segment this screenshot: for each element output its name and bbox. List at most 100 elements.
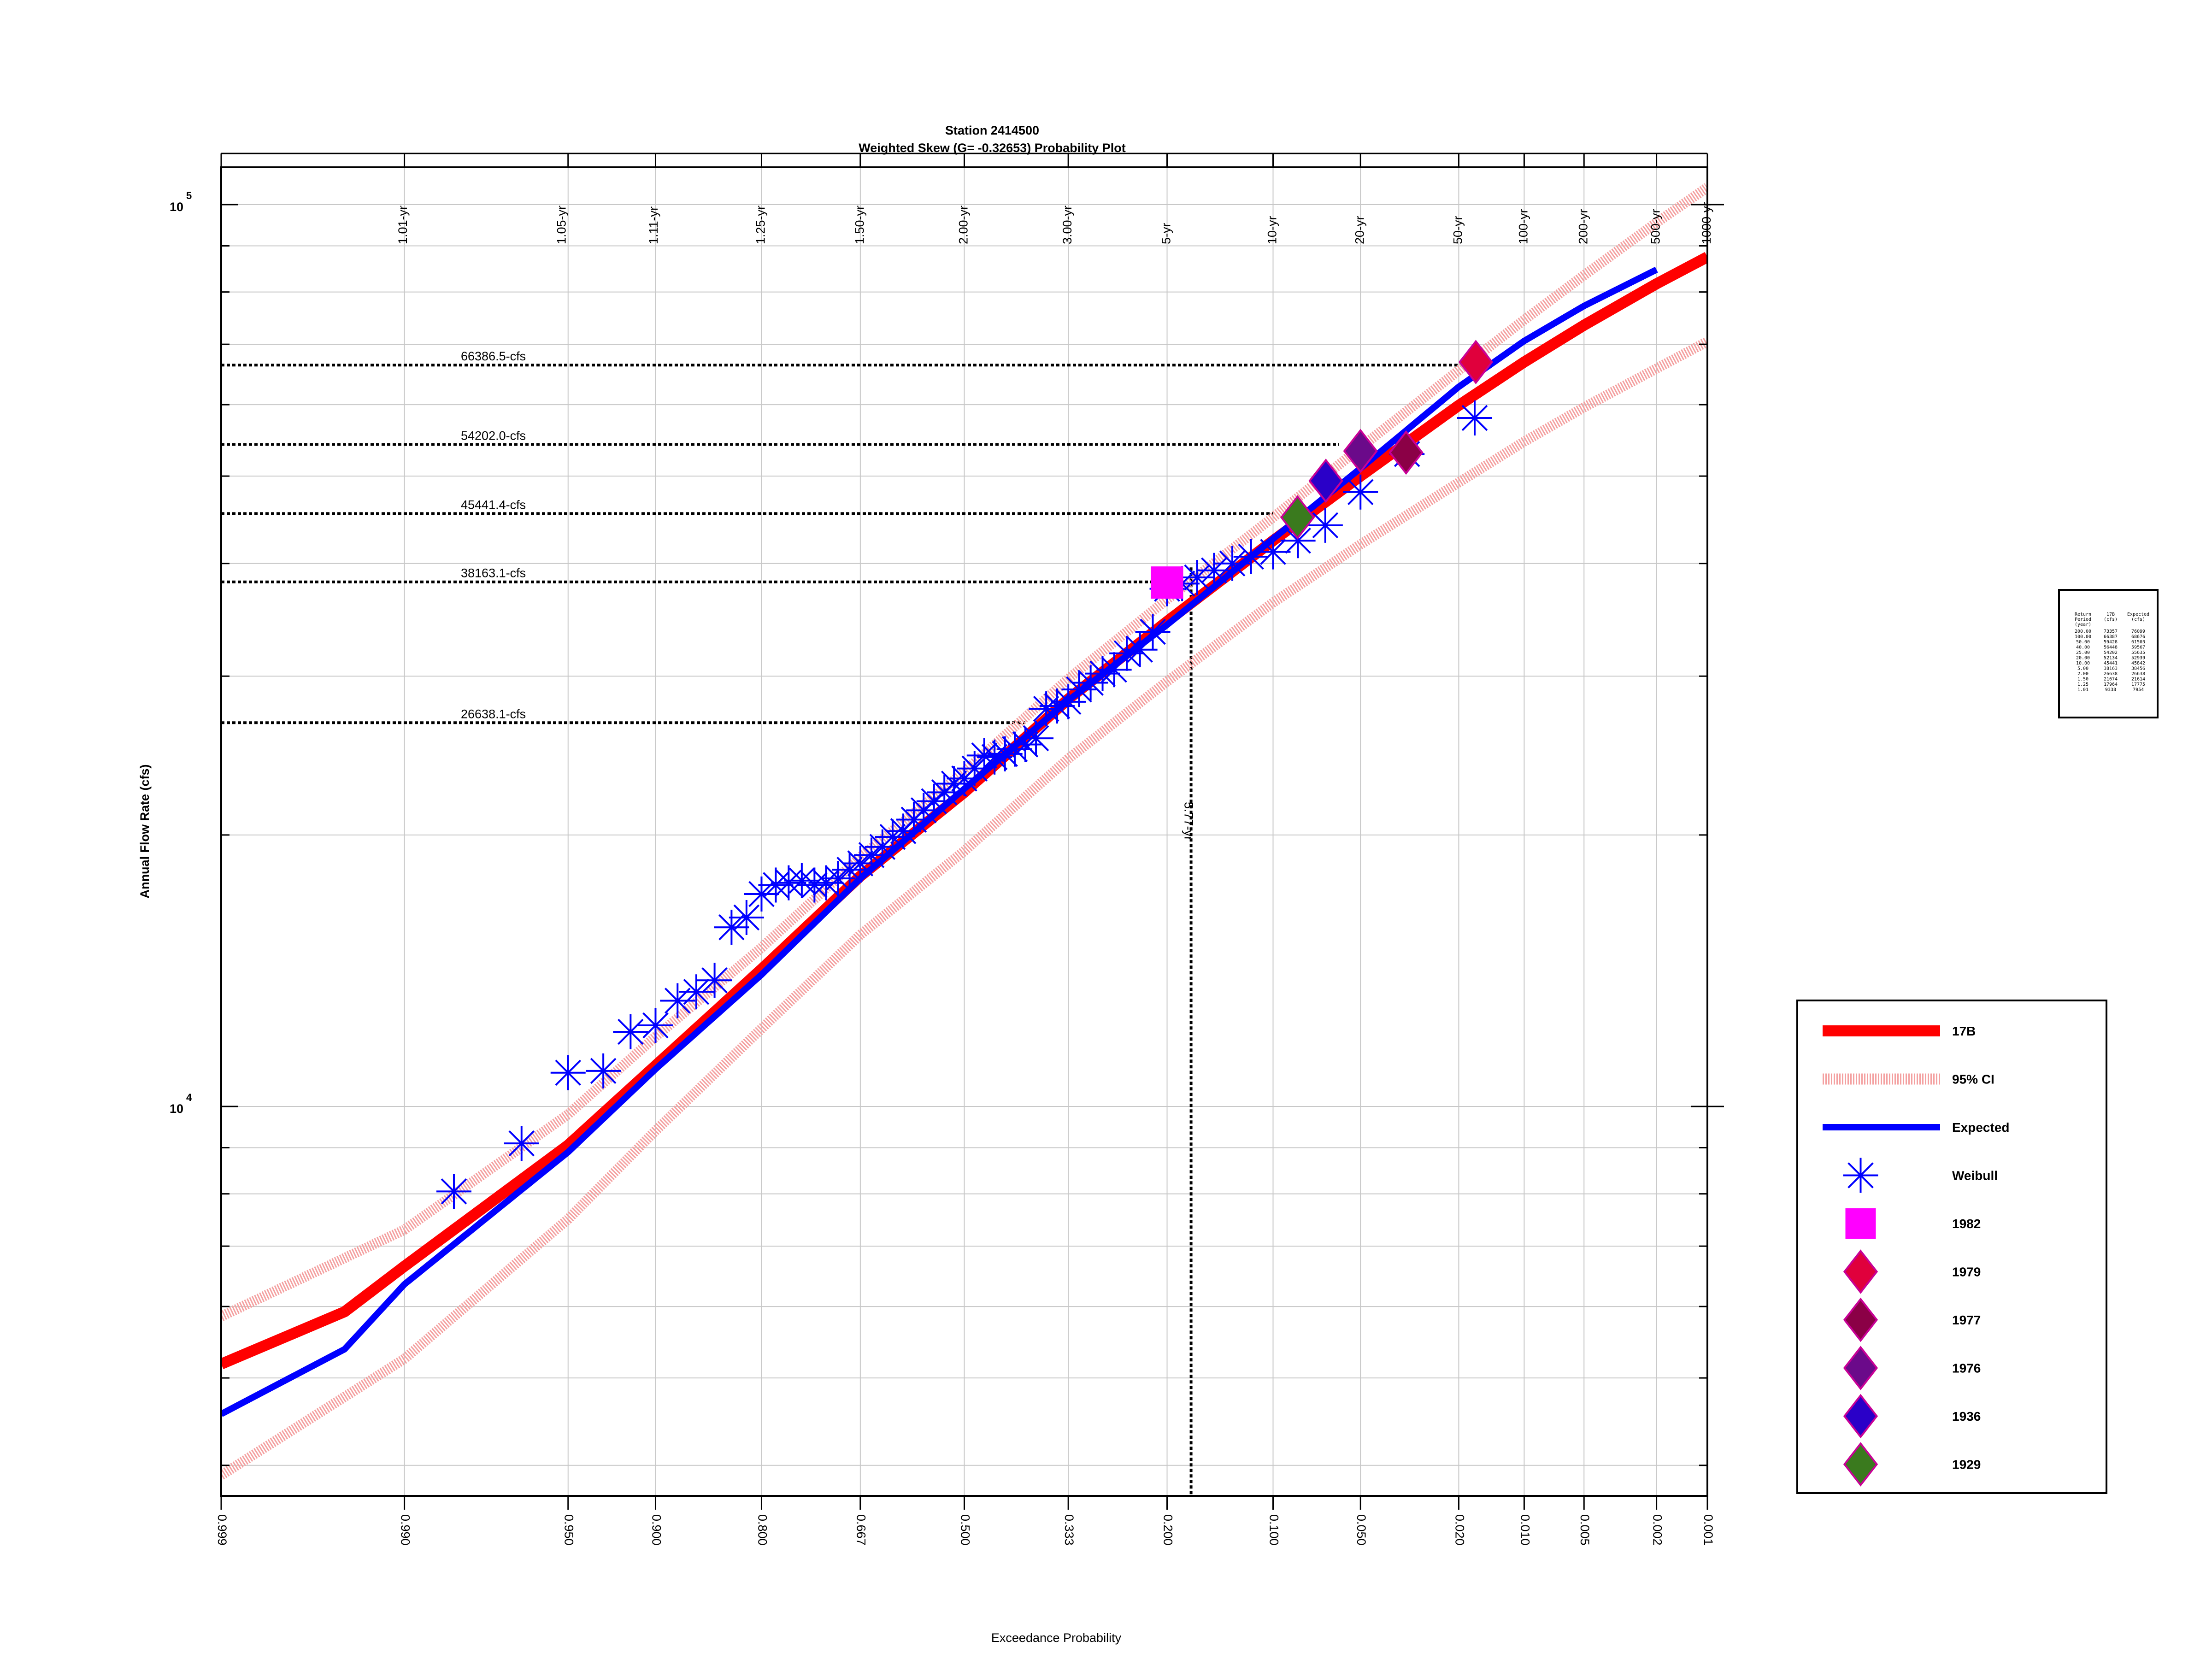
asterisk-stroke (1127, 636, 1153, 663)
weibull-point (1135, 614, 1171, 649)
axes: 0.999 0.990 0.950 0.900 0.800 0.667 0.500 0.333… (170, 153, 1724, 1546)
asterisk-stroke (1461, 405, 1488, 431)
point-1979 (1458, 340, 1494, 384)
asterisk-stroke (441, 1178, 467, 1205)
weibull-point (1029, 691, 1064, 727)
inset-cell: 26638 (2104, 671, 2118, 677)
return-period-label: 500-yr (1649, 209, 1663, 244)
inset-cell: 38456 (2131, 666, 2145, 671)
y-tick-label-exp: 4 (186, 1092, 192, 1103)
asterisk-stroke (1347, 479, 1374, 506)
x-tick-label: 0.020 (1453, 1514, 1466, 1546)
return-period-label: 1.11-yr (647, 206, 660, 244)
weibull-point (1233, 539, 1269, 575)
weibull-point (916, 783, 952, 819)
inset-cell: 17775 (2131, 682, 2145, 687)
inset-cell: 1.25 (2077, 682, 2088, 687)
weibull-point (1255, 534, 1291, 570)
y-tick-label-base: 10 (170, 1102, 183, 1116)
weibull-point (758, 867, 794, 903)
asterisk-stroke (1077, 670, 1104, 696)
inset-cell: 52134 (2104, 656, 2118, 661)
inset-cell: 2.00 (2077, 671, 2088, 677)
point-1976 (1343, 429, 1378, 474)
return-period-label: 1000-yr (1700, 202, 1713, 244)
x-tick-label: 0.990 (398, 1514, 412, 1546)
data-markers (436, 340, 1494, 1209)
legend-label: 1929 (1952, 1458, 1981, 1472)
reference-line-label: 45441.4-cfs (461, 498, 526, 512)
inset-cell: 21614 (2131, 677, 2145, 682)
asterisk-stroke (1055, 688, 1082, 715)
inset-cell: 59428 (2104, 640, 2118, 645)
asterisk-stroke (508, 1130, 535, 1157)
weibull-point (586, 1053, 621, 1088)
reference-lines: 66386.5-cfs 54202.0-cfs 45441.4-cfs 38163.1… (221, 349, 1476, 1496)
inset-cell: 1.01 (2077, 688, 2088, 693)
x-tick-label: 0.999 (215, 1514, 229, 1546)
weibull-point (678, 974, 714, 1010)
legend-swatch-1977 (1843, 1297, 1878, 1342)
x-tick-label: 0.950 (562, 1514, 576, 1546)
weibull-point (714, 910, 749, 945)
weibull-point (1096, 652, 1132, 688)
inset-cell: 76099 (2131, 629, 2145, 634)
legend: 17B 95% CI Expected Weibull 1982 1979 1977 1976… (1796, 1000, 2107, 1494)
inset-cell: 26638 (2131, 671, 2145, 677)
return-period-label: 20-yr (1353, 216, 1366, 244)
weibull-point (697, 963, 732, 998)
legend-swatch-1979 (1843, 1249, 1878, 1294)
asterisk-stroke (1847, 1162, 1874, 1188)
weibull-point (957, 751, 992, 786)
x-tick-label: 0.002 (1650, 1514, 1664, 1546)
ci-lower-line (221, 337, 1707, 1480)
inset-cell: 38163 (2104, 666, 2118, 671)
weibull-point (638, 1008, 673, 1043)
reference-line-vertical-label: 5.77-yr (1182, 802, 1196, 841)
legend-label: 1977 (1952, 1313, 1981, 1327)
inset-cell: 5.00 (2077, 666, 2088, 671)
legend-label: 1982 (1952, 1217, 1981, 1231)
x-tick-label: 0.005 (1578, 1514, 1592, 1546)
asterisk-stroke (618, 1018, 644, 1045)
x-tick-label: 0.900 (649, 1514, 663, 1546)
inset-cell: 68676 (2131, 635, 2145, 640)
asterisk-stroke (788, 867, 815, 894)
inset-cell: 66387 (2104, 635, 2118, 640)
weibull-point (1007, 727, 1043, 762)
weibull-point (784, 863, 819, 898)
asterisk-stroke (642, 1012, 669, 1039)
legend-swatch-weibull (1843, 1158, 1878, 1193)
asterisk-stroke (1184, 564, 1210, 591)
summary-table-inset: ReturnPeriod(year)17B(cfs)Expected(cfs)2… (2058, 589, 2159, 718)
reference-line-label: 66386.5-cfs (461, 349, 526, 363)
inset-cell: 7954 (2133, 688, 2144, 693)
x-tick-label: 0.200 (1161, 1514, 1175, 1546)
return-period-label: 100-yr (1517, 209, 1530, 244)
weibull-point (1039, 688, 1075, 724)
inset-cell: 20.00 (2076, 656, 2090, 661)
return-period-label: 50-yr (1451, 216, 1465, 244)
inset-cell: 21674 (2104, 677, 2118, 682)
weibull-point (832, 852, 867, 888)
weibull-point (875, 819, 910, 855)
inset-header: 17B (2106, 612, 2115, 617)
weibull-point (997, 731, 1033, 767)
asterisk-stroke (1238, 543, 1265, 570)
inset-cell: 73357 (2104, 629, 2118, 634)
asterisk-stroke (1201, 557, 1227, 584)
chart-title: Station 2414500 (945, 124, 1039, 137)
y-tick-label-base: 10 (170, 200, 183, 214)
x-axis-label: Exceedance Probability (991, 1631, 1122, 1645)
x-tick-label: 0.050 (1354, 1514, 1368, 1546)
weibull-point (1343, 474, 1378, 510)
return-period-label: 10-yr (1265, 216, 1279, 244)
inset-cell: 45842 (2131, 661, 2145, 666)
asterisk-stroke (1219, 550, 1246, 577)
asterisk-stroke (683, 978, 710, 1005)
legend-label: 1979 (1952, 1265, 1981, 1279)
ci-upper-line (221, 183, 1707, 1321)
asterisk-stroke (763, 872, 789, 898)
asterisk-stroke (1023, 725, 1049, 752)
